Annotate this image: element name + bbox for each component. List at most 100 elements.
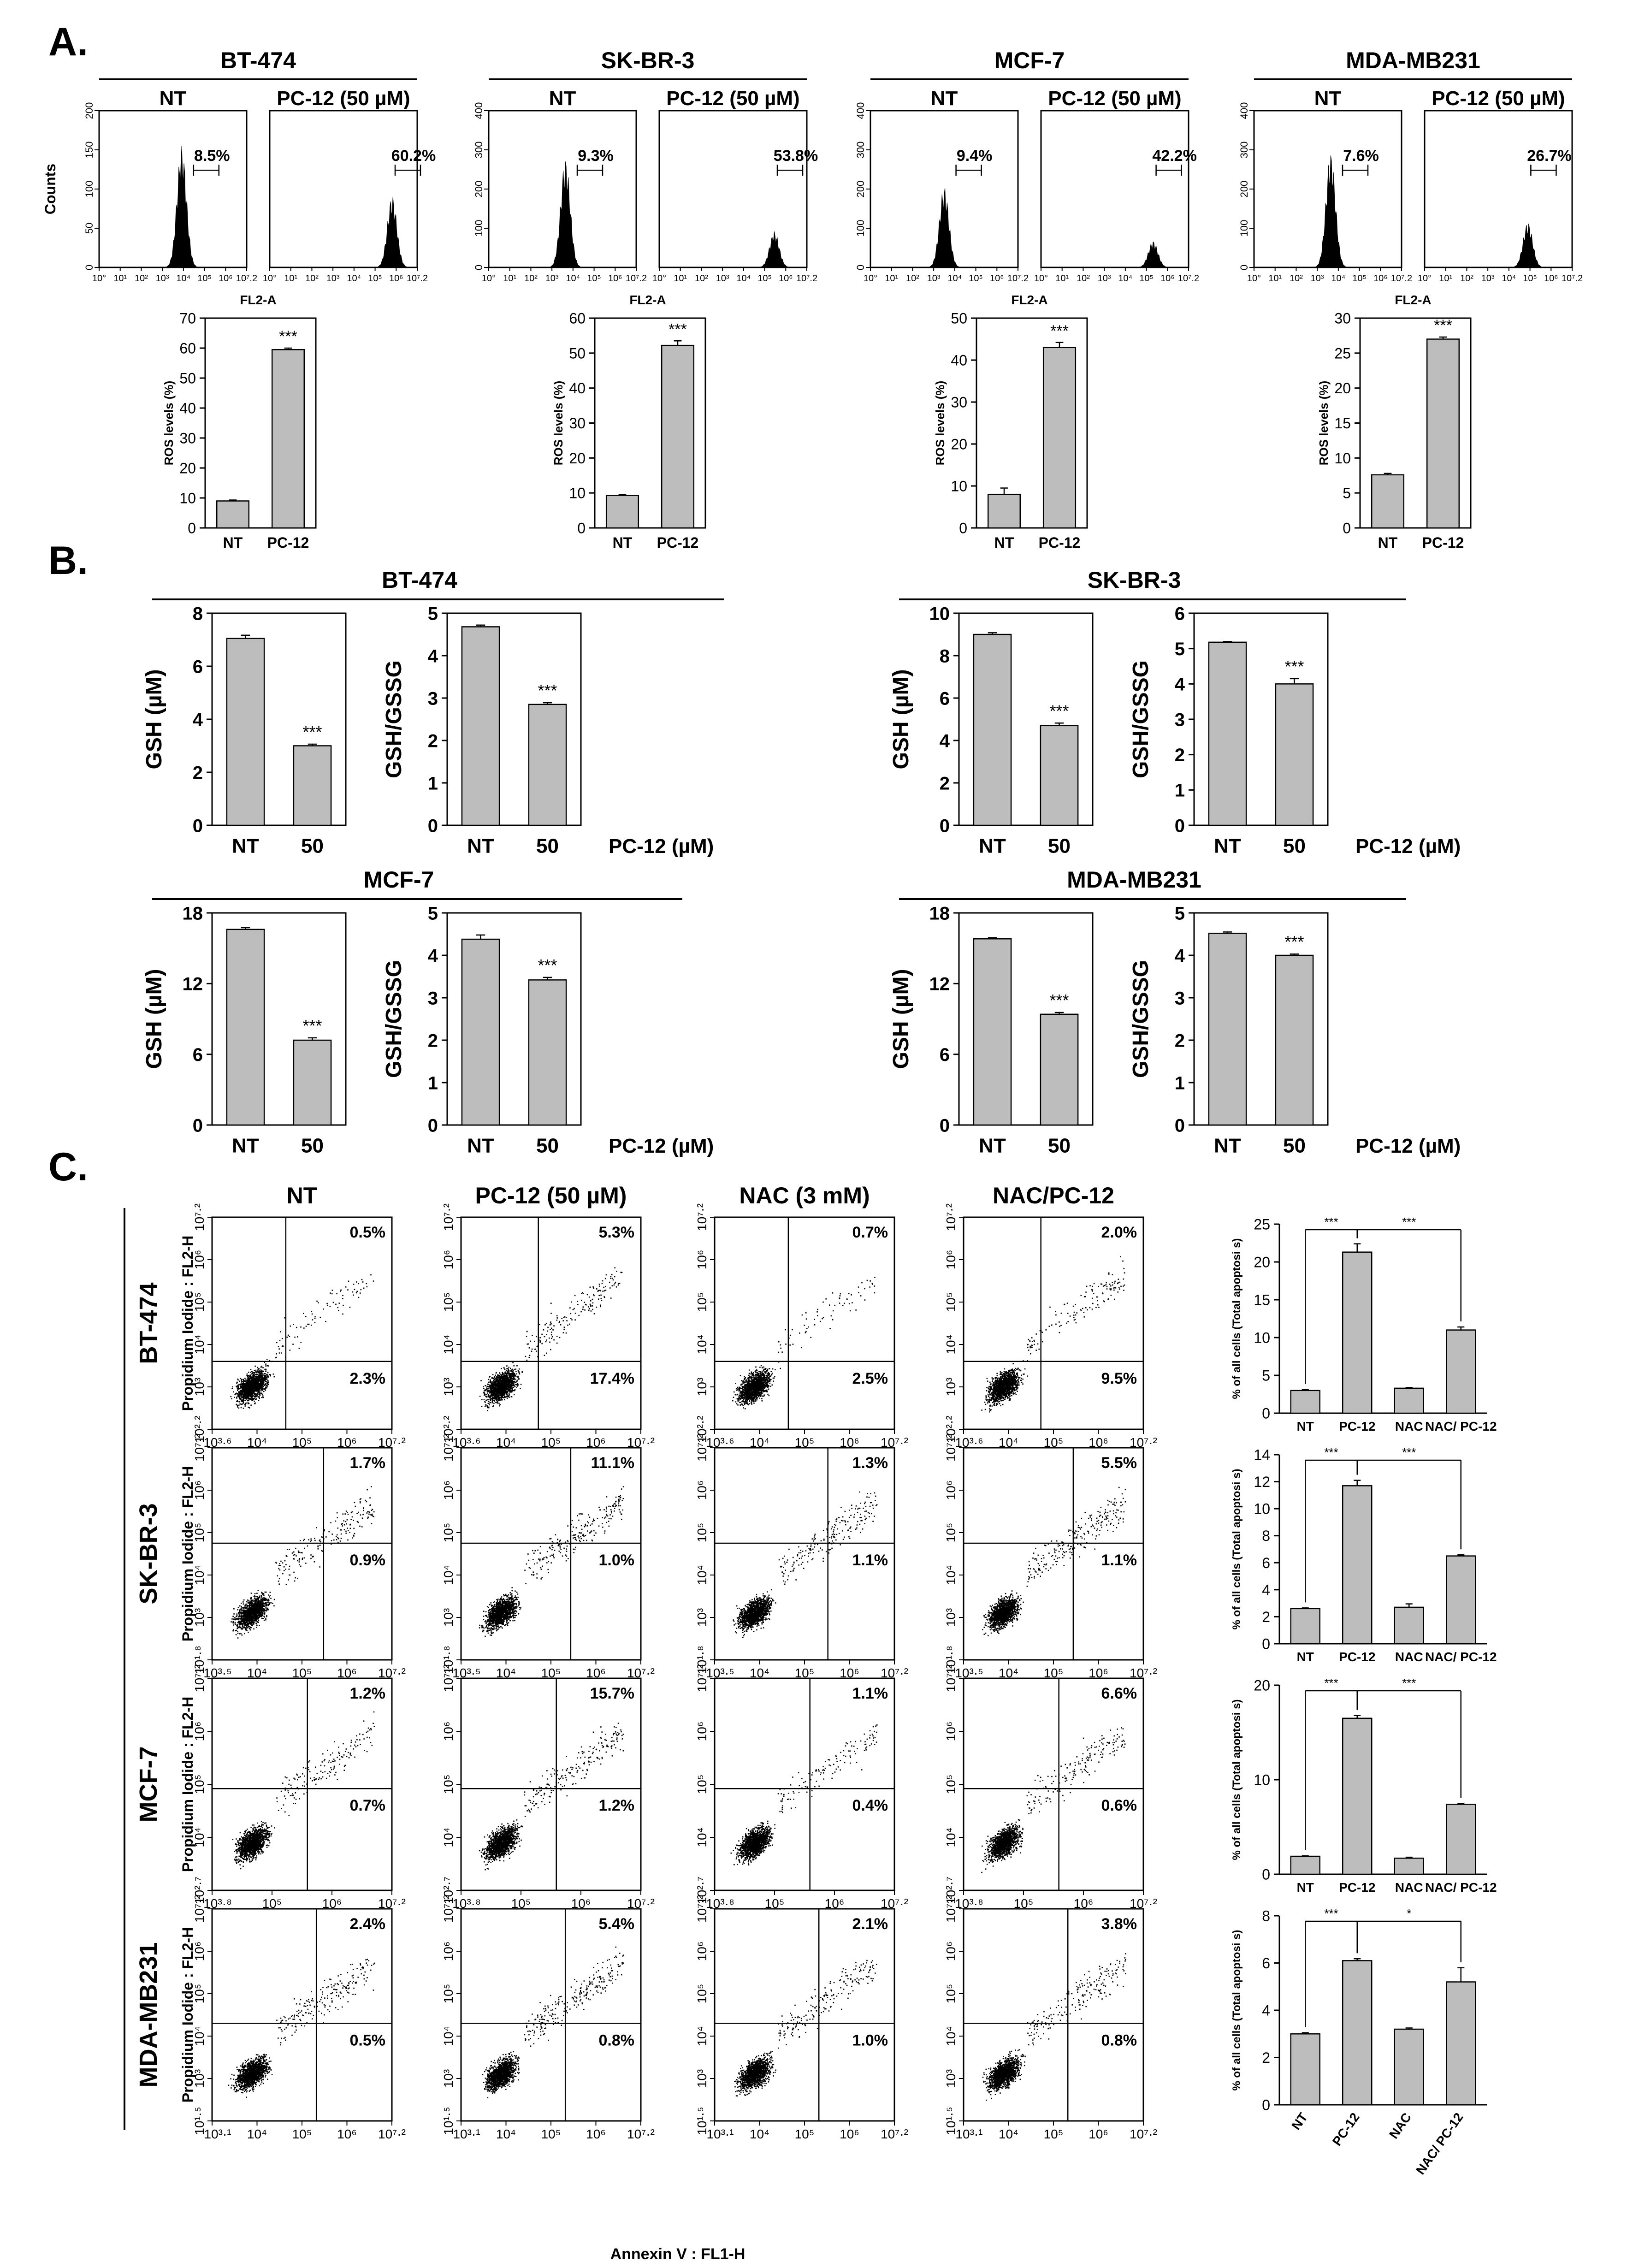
x-tick-label: 10⁷.2 (236, 273, 257, 284)
y-tick-label: 10⁶ (192, 1942, 207, 1961)
dot-plot: 10³·⁶ 10⁴ 10⁵ 10⁶ 10⁷·²10²·²10³10⁴10⁵10⁶10⁷·… (695, 1203, 908, 1450)
chart-a-ros-bt474: 0 10 20 30 40 50 60 70 NT PC-12 ROS levels (%) *** (162, 310, 317, 551)
x-tick-label: 10⁷.2 (626, 273, 647, 284)
y-tick-label: 10³ (441, 1608, 456, 1627)
y-tick-label: 100 (83, 181, 95, 198)
y-tick-label: 5 (428, 604, 438, 624)
bar-NT (605, 495, 639, 529)
scatter-points (232, 1711, 375, 1870)
x-tick-label: 10³ (326, 273, 340, 284)
category-label: 50 (301, 835, 324, 857)
bar-NAC/ PC-12 (1446, 1804, 1476, 1875)
category-label: NT (979, 1134, 1006, 1157)
x-tick-label: 10¹ (1055, 273, 1069, 284)
y-tick-label: 10⁴ (944, 1334, 958, 1354)
bar-NAC/ PC-12 (1446, 1329, 1476, 1414)
chart-b-gsh-mdamb231: 0 6 12 18 NT 50 GSH (µM) *** (889, 903, 1094, 1157)
y-tick-label: 15 (1254, 1292, 1270, 1309)
y-tick-label: 30 (569, 415, 586, 432)
x-tick-label: 10¹ (113, 273, 127, 284)
upper-right-percent: 0.7% (852, 1224, 888, 1241)
category-label: NT (613, 534, 633, 551)
y-tick-label: 300 (1238, 142, 1250, 159)
x-tick-label: 10¹ (674, 273, 687, 284)
y-tick-label: 0 (940, 1115, 950, 1136)
category-label: PC-12 (1339, 1419, 1375, 1433)
x-tick-label: 10³·¹ (204, 2127, 231, 2141)
row-cell-line: MDA-MB231 (135, 1942, 162, 2087)
x-tick-label: 10⁵ (795, 2127, 815, 2141)
x-tick-label: 10³ (1481, 273, 1495, 284)
y-tick-label: 10⁴ (192, 1827, 207, 1847)
chart-a-ros-mcf7: 0 10 20 30 40 50 NT PC-12 ROS levels (%) *** (933, 310, 1088, 551)
y-tick-label: 0 (193, 816, 203, 836)
y-tick-label: 10 (569, 485, 586, 502)
y-axis-label: ROS levels (%) (1317, 381, 1331, 466)
scatter-points (231, 1486, 375, 1639)
bar-NT (1371, 474, 1405, 529)
x-tick-label: 10⁵ (292, 2127, 312, 2141)
lower-right-percent: 0.5% (350, 2031, 386, 2049)
y-axis-label: % of all cells (Total apoptosi s) (1231, 1930, 1243, 2091)
cell-line-title: MDA-MB231 (1067, 867, 1201, 893)
x-tick-label: 10° (1247, 273, 1261, 284)
y-tick-label: 50 (951, 310, 967, 327)
y-tick-label: 5 (1175, 903, 1185, 924)
significance-stars: *** (279, 328, 297, 345)
y-tick-label: 10⁶ (441, 1480, 456, 1500)
y-tick-label: 1 (1175, 1073, 1185, 1093)
scatter-points (732, 1277, 876, 1409)
y-tick-label: 10⁵ (944, 1523, 958, 1543)
y-tick-label: 10²·² (192, 1415, 207, 1443)
y-tick-label: 5 (1262, 1368, 1270, 1384)
x-tick-label: 10⁴ (1502, 273, 1516, 284)
dot-plot-frame (963, 1677, 1144, 1891)
y-tick-label: 20 (1254, 1254, 1270, 1271)
category-label: PC-12 (1339, 1880, 1375, 1895)
bar-50 (293, 1039, 332, 1126)
y-axis-label: % of all cells (Total apoptosi s) (1231, 1469, 1243, 1630)
y-tick-label: 60 (569, 310, 586, 327)
y-tick-label: 10⁷·² (441, 1203, 456, 1231)
x-tick-label: 10¹ (1439, 273, 1452, 284)
column-title: NT (287, 1183, 318, 1208)
chart-c-apop-bt474: 0 5 10 15 20 25 NT PC-12 NAC NAC/ PC-12 % of all c… (1231, 1216, 1497, 1433)
x-tick-label: 10⁵ (1139, 273, 1154, 284)
y-tick-label: 40 (179, 400, 196, 417)
dot-plot: 10³·⁵ 10⁴ 10⁵ 10⁶ 10⁷·²10¹·⁸10³10⁴10⁵10⁶10⁷·… (192, 1434, 406, 1680)
y-tick-label: 10⁵ (695, 1292, 709, 1312)
row-cell-line: MCF-7 (135, 1747, 162, 1823)
bar-PC-12 (1342, 1717, 1373, 1875)
lower-right-percent: 0.4% (852, 1797, 888, 1814)
category-label: 50 (536, 835, 559, 857)
y-tick-label: 10¹·⁸ (441, 1646, 456, 1674)
y-tick-label: 6 (1262, 1555, 1270, 1571)
y-tick-label: 10⁶ (192, 1722, 207, 1741)
y-tick-label: 3 (1175, 710, 1185, 730)
y-tick-label: 4 (428, 946, 438, 966)
bar-50 (1275, 683, 1314, 826)
category-label: NAC (1395, 1880, 1423, 1895)
condition-label: PC-12 (50 µM) (277, 87, 410, 110)
gate-percent: 9.4% (957, 147, 993, 165)
dot-plot: 10³·¹ 10⁴ 10⁵ 10⁶ 10⁷·² 10¹·⁵ 10³ 10⁴ 10⁵ 10⁶ 10⁷·… (944, 1895, 1157, 2141)
category-label: PC-12 (1339, 1650, 1375, 1664)
dot-plot-frame (963, 1216, 1144, 1430)
dot-plot: 10³·⁸ 10⁵ 10⁶ 10⁷·²10²·⁷10⁴10⁵10⁶10⁷·²1.1%0… (695, 1664, 908, 1911)
y-tick-label: 6 (940, 688, 950, 709)
y-tick-label: 10⁷·² (944, 1895, 958, 1923)
y-tick-label: 20 (1254, 1677, 1270, 1694)
y-tick-label: 12 (929, 974, 950, 995)
y-tick-label: 10⁴ (695, 1334, 709, 1354)
y-tick-label: 0 (1175, 816, 1185, 836)
y-tick-label: 10³ (192, 1378, 207, 1396)
lower-right-percent: 0.6% (1101, 1797, 1137, 1814)
significance-stars: *** (1324, 1445, 1338, 1459)
y-tick-label: 10⁷·² (695, 1664, 709, 1692)
category-label: NAC/ PC-12 (1413, 2110, 1466, 2177)
y-tick-label: 300 (473, 142, 485, 159)
